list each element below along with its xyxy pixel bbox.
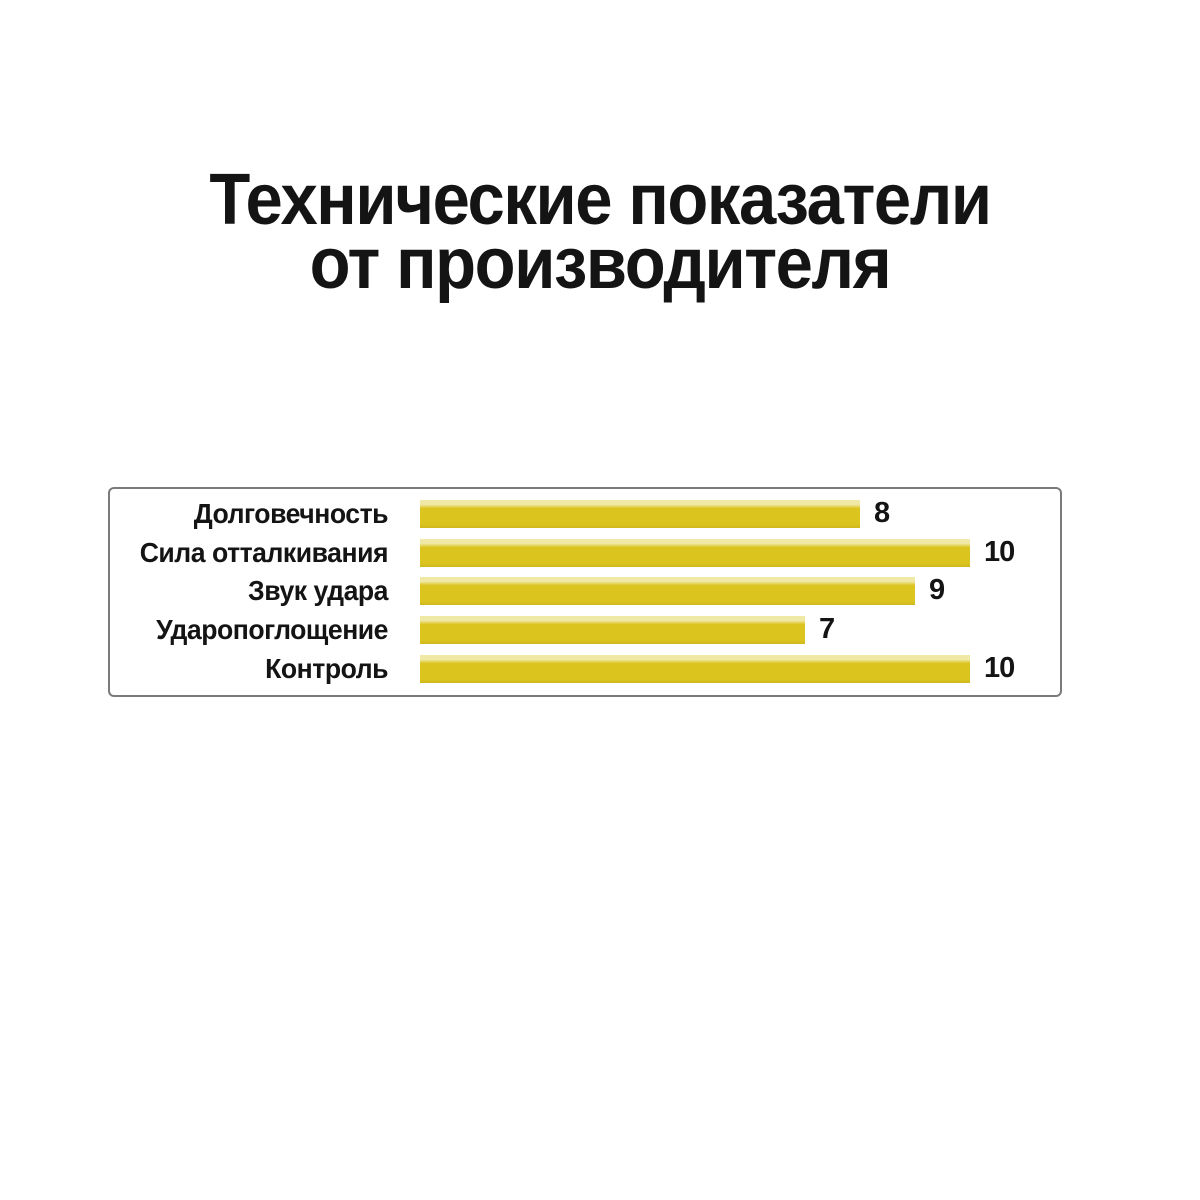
bar-value-label: 10 [984, 535, 1015, 568]
bar-fill [420, 654, 970, 683]
chart-row: Звук удара 9 [110, 572, 1060, 611]
bar-label: Сила отталкивания [139, 536, 389, 568]
bar-value-label: 10 [984, 651, 1015, 684]
bar-track: 10 [420, 652, 1015, 684]
chart-panel: Долговечность 8 Сила отталкивания 10 Зву… [108, 487, 1062, 697]
bar-label: Долговечность [193, 498, 389, 530]
bar-fill [420, 577, 915, 606]
bar-value-label: 8 [874, 497, 890, 530]
bar-value-label: 9 [929, 574, 945, 607]
chart-row: Долговечность 8 [110, 495, 1060, 534]
bar-fill [420, 500, 860, 529]
page-title-line-2: от производителя [309, 224, 892, 304]
bar-track: 8 [420, 497, 970, 530]
chart-row: Ударопоглощение 7 [110, 611, 1060, 650]
bar-track: 9 [420, 574, 970, 607]
bar-fill [420, 616, 805, 645]
bar-label: Звук удара [248, 575, 388, 607]
bar-label: Контроль [265, 652, 388, 684]
chart-row: Контроль 10 [110, 649, 1060, 688]
bar-label: Ударопоглощение [156, 614, 388, 646]
bar-track: 7 [420, 612, 970, 645]
page-title-line-1: Технические показатели [209, 160, 992, 240]
page-title: Технические показатели от производителя [42, 160, 1158, 304]
chart-row: Сила отталкивания 10 [110, 534, 1060, 573]
bar-track: 10 [420, 536, 1015, 568]
bar-value-label: 7 [819, 612, 835, 645]
bar-fill [420, 538, 970, 567]
